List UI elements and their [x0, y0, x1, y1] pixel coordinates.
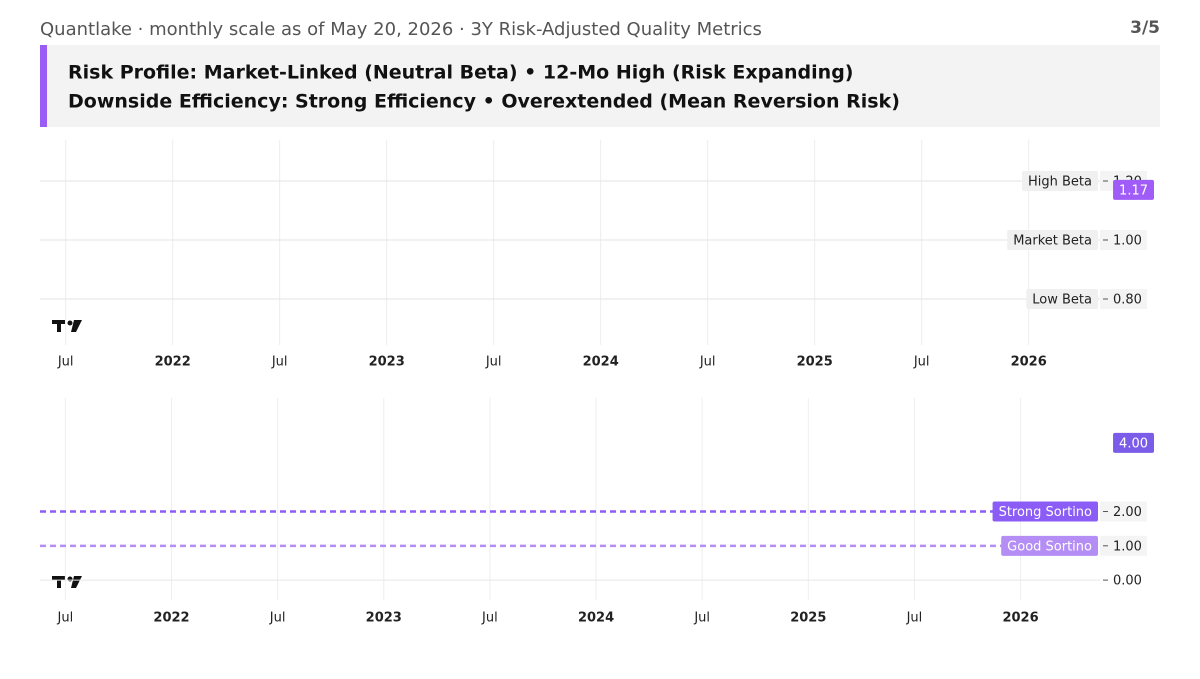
banner: [40, 45, 1160, 127]
x-tick-label: Jul: [906, 611, 923, 626]
level-value-bg: [1100, 288, 1147, 309]
level-name-bg: [1026, 288, 1098, 309]
level-value-bg: [1100, 535, 1147, 556]
logo: [52, 576, 82, 588]
x-tick-label: Jul: [913, 355, 930, 370]
level-name: Strong Sortino: [999, 505, 1092, 520]
banner-line: Downside Efficiency: Strong Efficiency •…: [68, 91, 900, 113]
logo: [52, 320, 82, 332]
x-tick-label: Jul: [693, 611, 710, 626]
level-name: High Beta: [1028, 175, 1092, 190]
level-name: Market Beta: [1013, 233, 1092, 248]
last-value-label-bg: [1113, 432, 1154, 453]
x-tick-label: 2024: [578, 611, 614, 626]
level-name-bg: [1001, 535, 1098, 556]
x-tick-label: 2024: [583, 355, 619, 370]
level-value-label: 0.80: [1113, 292, 1142, 307]
x-tick-label: Jul: [481, 611, 498, 626]
page-counter: 3/5: [1130, 18, 1160, 38]
x-tick-label: 2022: [153, 611, 189, 626]
level-value-label: 2.00: [1113, 505, 1142, 520]
x-tick-label: Jul: [57, 611, 74, 626]
last-value-label: 4.00: [1119, 436, 1148, 451]
x-tick-label: Jul: [269, 611, 286, 626]
level-value-bg: [1100, 229, 1147, 250]
level-value-label: 1.00: [1113, 539, 1142, 554]
x-tick-label: 2022: [155, 355, 191, 370]
banner-line: Risk Profile: Market-Linked (Neutral Bet…: [68, 62, 853, 84]
level-name-bg: [992, 501, 1098, 522]
page-title: Quantlake · monthly scale as of May 20, …: [40, 19, 762, 40]
y-tick-label: 0.00: [1113, 574, 1142, 589]
x-tick-label: 2023: [366, 611, 402, 626]
x-tick-label: 2026: [1011, 355, 1047, 370]
last-value-label: 1.17: [1119, 183, 1148, 198]
x-tick-label: Jul: [271, 355, 288, 370]
level-value-bg: [1100, 501, 1147, 522]
x-tick-label: Jul: [57, 355, 74, 370]
x-tick-label: Jul: [485, 355, 502, 370]
x-tick-label: 2026: [1002, 611, 1038, 626]
last-value-label-bg: [1113, 179, 1154, 200]
level-value-label: 1.00: [1113, 233, 1142, 248]
level-name-bg: [1007, 229, 1098, 250]
level-name: Good Sortino: [1007, 539, 1092, 554]
x-tick-label: Jul: [699, 355, 716, 370]
level-name-bg: [1022, 171, 1098, 191]
x-tick-label: 2025: [790, 611, 826, 626]
x-tick-label: 2025: [797, 355, 833, 370]
level-name: Low Beta: [1032, 292, 1092, 307]
banner-accent: [40, 45, 47, 127]
x-tick-label: 2023: [369, 355, 405, 370]
